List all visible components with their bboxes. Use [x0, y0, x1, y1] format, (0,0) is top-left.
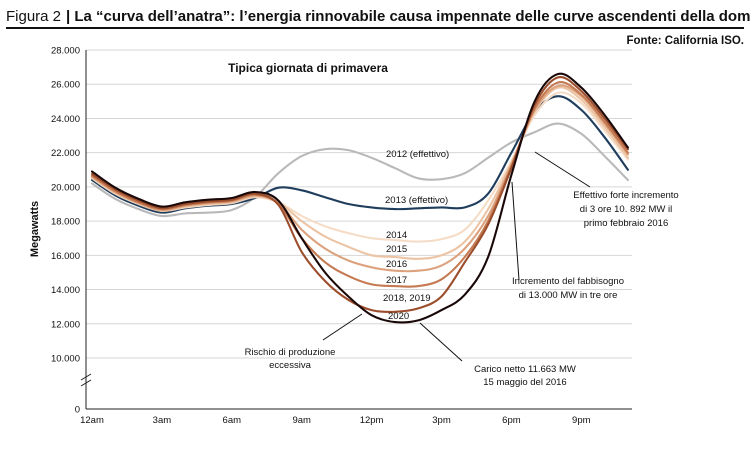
- carico-line-1: Carico netto 11.663 MW: [474, 364, 576, 375]
- fabbisogno-line-2: di 13.000 MW in tre ore: [519, 290, 618, 301]
- y-tick-label: 10.000: [51, 354, 80, 365]
- y-tick-label: 18.000: [51, 217, 80, 228]
- series-label-2014: 2014: [386, 230, 407, 241]
- effettivo-leader: [534, 151, 591, 188]
- x-tick-label: 12pm: [360, 415, 384, 426]
- y-tick-label: 16.000: [51, 251, 80, 262]
- y-axis-break-marks: [80, 373, 92, 387]
- effettivo-line-1: Effettivo forte incremento: [573, 190, 678, 201]
- x-tick-label: 6am: [223, 415, 242, 426]
- header-rule: [6, 27, 744, 29]
- series-line-2014: [90, 91, 629, 243]
- y-tick-label: 28.000: [51, 46, 80, 57]
- x-tick-label: 6pm: [502, 415, 521, 426]
- y-tick-label: 26.000: [51, 80, 80, 91]
- chart-title: Tipica giornata di primavera: [228, 61, 388, 75]
- x-tick-labels: 12am 3am 6am 9am 12pm 3pm 6pm 9pm: [80, 415, 591, 426]
- figure-title: | La “curva dell’anatra”: l’energia rinn…: [66, 8, 750, 25]
- y-tick-label: 22.000: [51, 148, 80, 159]
- series-label-2013: 2013 (effettivo): [385, 195, 448, 206]
- y-tick-label: 20.000: [51, 182, 80, 193]
- rischio-line-2: eccessiva: [269, 360, 311, 371]
- series-line-2017: [90, 81, 629, 288]
- x-tick-label: 9pm: [572, 415, 591, 426]
- series-line-2015: [90, 86, 629, 260]
- grid-lines: [86, 49, 632, 359]
- series-labels: 2012 (effettivo) 2013 (effettivo) 2014 2…: [383, 149, 449, 322]
- series-line-2016: [90, 84, 629, 273]
- y-tick-label: 12.000: [51, 319, 80, 330]
- series-label-2012: 2012 (effettivo): [386, 149, 449, 160]
- y-tick-label: 14.000: [51, 285, 80, 296]
- x-tick-label: 3am: [153, 415, 172, 426]
- series-line-2012-effettivo: [90, 122, 629, 218]
- y-tick-labels: 0 10.000 12.000 14.000 16.000 18.000 20.000 22.…: [51, 46, 80, 416]
- series-line-2020: [90, 72, 629, 324]
- series-label-2016: 2016: [386, 259, 407, 270]
- rischio-line-1: Rischio di produzione: [245, 347, 336, 358]
- x-tick-label: 12am: [80, 415, 104, 426]
- rischio-leader: [322, 313, 363, 341]
- axis-break-mark-lower: [80, 379, 92, 387]
- series-label-2015: 2015: [386, 244, 407, 255]
- effettivo-line-3: primo febbraio 2016: [584, 218, 669, 229]
- series-label-2017: 2017: [386, 275, 407, 286]
- carico-line-2: 15 maggio del 2016: [483, 377, 566, 388]
- series-lines: [90, 72, 629, 324]
- annotations: Rischio di produzione eccessiva Carico n…: [245, 151, 679, 388]
- carico-leader: [419, 322, 463, 362]
- series-label-2020: 2020: [388, 311, 409, 322]
- fabbisogno-line-1: Incremento del fabbisogno: [512, 276, 624, 287]
- y-tick-label: 0: [75, 405, 80, 416]
- source-note: Fonte: California ISO.: [626, 35, 744, 47]
- x-tick-label: 9am: [292, 415, 311, 426]
- effettivo-line-2: di 3 ore 10. 892 MW il: [580, 204, 672, 215]
- figure-label: Figura 2: [6, 8, 62, 25]
- figure-header: Figura 2 | La “curva dell’anatra”: l’ene…: [0, 4, 750, 30]
- axis-break-mark-upper: [80, 373, 92, 381]
- x-tick-label: 3pm: [432, 415, 451, 426]
- series-label-2018-2019: 2018, 2019: [383, 293, 431, 304]
- fabbisogno-leader: [511, 181, 520, 281]
- y-axis-label: Megawatts: [29, 201, 41, 257]
- y-tick-label: 24.000: [51, 114, 80, 125]
- axes: [85, 50, 632, 410]
